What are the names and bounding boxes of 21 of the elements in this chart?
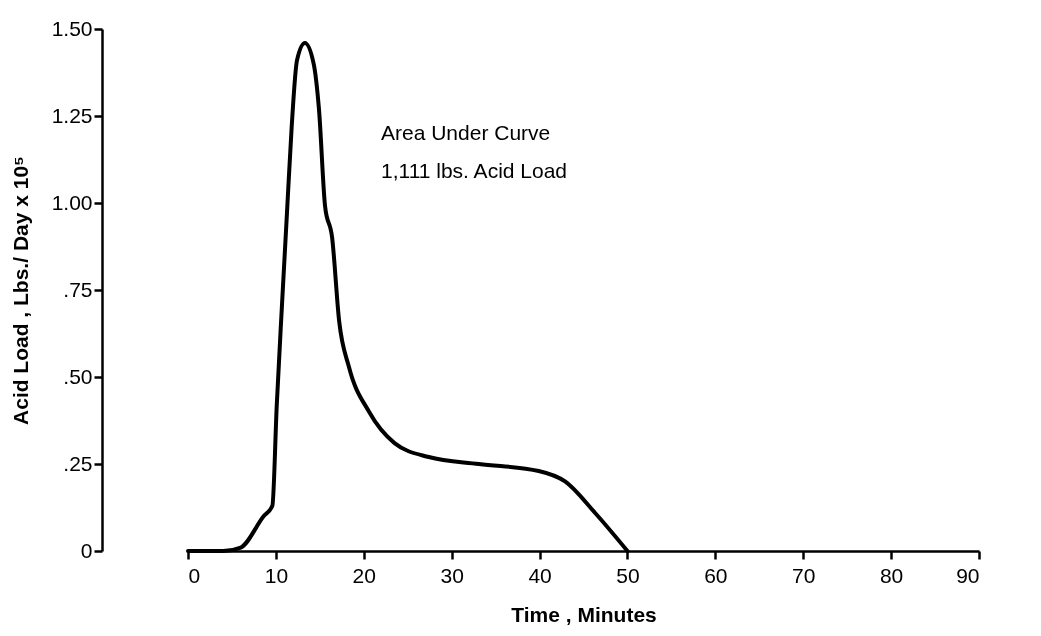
y-tick-label: .25	[63, 451, 93, 475]
x-tick-label: 70	[792, 563, 816, 587]
x-tick-label: 30	[440, 563, 464, 587]
y-tick-label: 1.00	[51, 190, 93, 214]
x-tick-label: 0	[188, 563, 201, 587]
y-tick-label: .50	[63, 364, 93, 388]
y-tick-label: 1.25	[51, 103, 93, 127]
y-tick-label: 1.50	[51, 16, 93, 40]
y-axis-title: Acid Load , Lbs./ Day x 10⁵	[8, 156, 32, 425]
x-axis-title: Time , Minutes	[511, 602, 657, 626]
y-tick-label: 0	[80, 538, 93, 562]
x-tick-label: 40	[528, 563, 552, 587]
annotation: Area Under Curve	[381, 121, 551, 144]
x-tick-label: 20	[352, 563, 376, 587]
annotation: 1,111 lbs. Acid Load	[381, 159, 568, 182]
x-tick-label: 10	[264, 563, 289, 587]
x-tick-label: 50	[616, 563, 640, 587]
x-tick-label: 60	[704, 563, 728, 587]
y-tick-label: .75	[63, 277, 93, 301]
x-tick-label: 90	[956, 563, 980, 587]
x-tick-label: 80	[879, 563, 904, 587]
